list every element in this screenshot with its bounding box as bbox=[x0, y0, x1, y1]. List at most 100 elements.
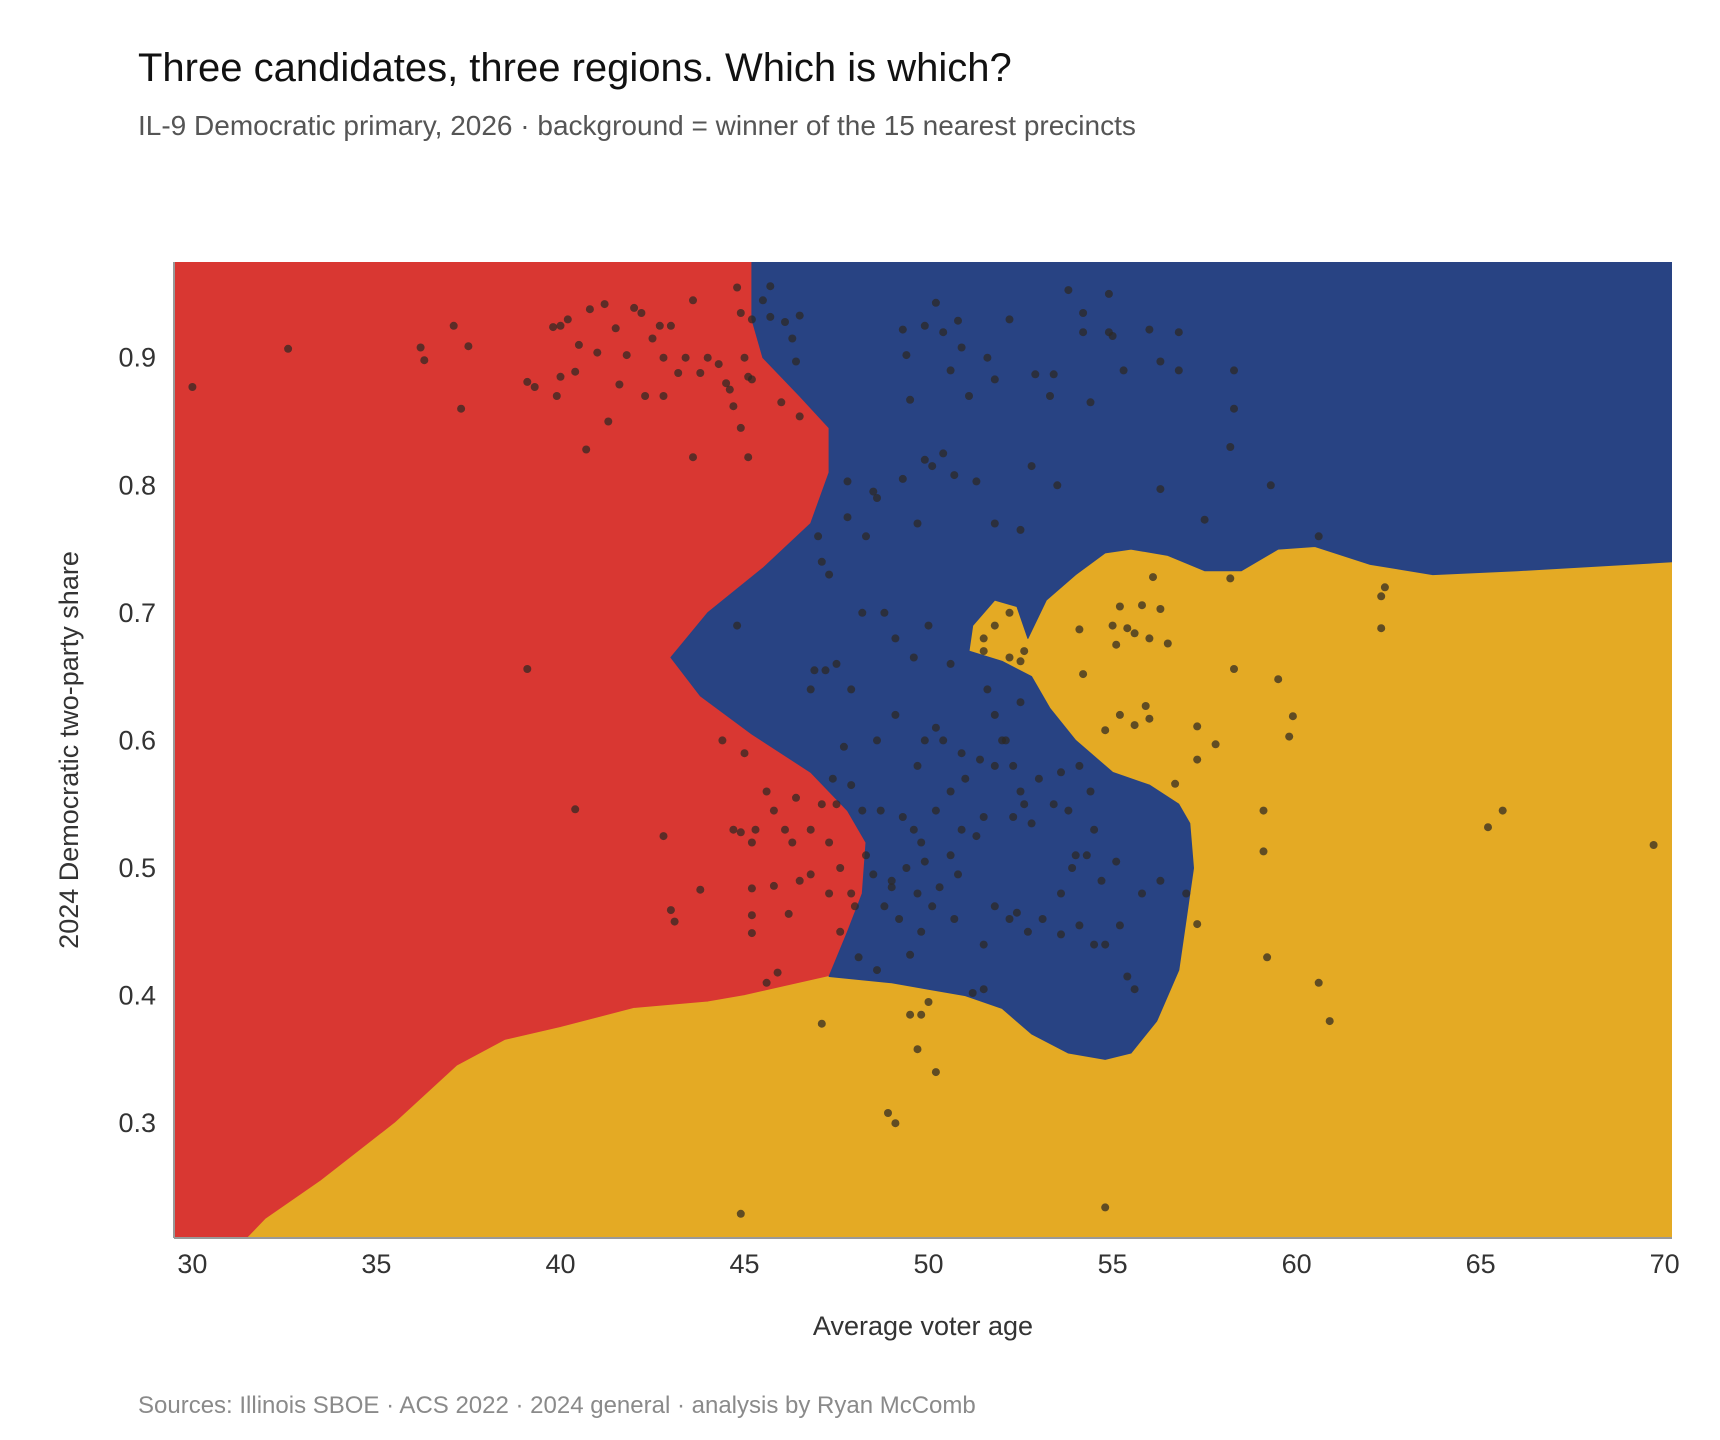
data-point bbox=[615, 380, 624, 389]
chart-title: Three candidates, three regions. Which i… bbox=[138, 46, 1012, 90]
data-point bbox=[1266, 481, 1275, 490]
data-point bbox=[1226, 443, 1235, 451]
data-point bbox=[884, 1109, 892, 1117]
y-tick-label: 0.6 bbox=[118, 725, 156, 755]
data-point bbox=[917, 838, 926, 847]
data-point bbox=[736, 309, 745, 317]
data-point bbox=[725, 385, 734, 394]
data-point bbox=[880, 902, 889, 911]
data-point bbox=[898, 813, 907, 821]
data-point bbox=[847, 685, 856, 694]
data-point bbox=[600, 300, 609, 309]
data-point bbox=[1174, 366, 1183, 375]
data-point bbox=[887, 883, 896, 892]
data-point bbox=[924, 998, 933, 1006]
data-point bbox=[1053, 481, 1062, 490]
data-point bbox=[1075, 921, 1084, 930]
data-point bbox=[549, 323, 558, 332]
data-point bbox=[954, 316, 962, 325]
data-point bbox=[1079, 309, 1088, 317]
data-point bbox=[836, 864, 845, 872]
data-point bbox=[979, 634, 988, 643]
data-point bbox=[795, 311, 804, 320]
data-point bbox=[284, 344, 293, 353]
data-point bbox=[1156, 485, 1165, 494]
data-point bbox=[1145, 634, 1154, 643]
data-point bbox=[781, 825, 789, 834]
data-point bbox=[1071, 851, 1080, 860]
data-point bbox=[1027, 462, 1036, 471]
data-point bbox=[825, 838, 834, 847]
data-point bbox=[869, 487, 878, 496]
x-axis-ticks: 30 35 40 45 50 55 60 65 70 bbox=[177, 1249, 1679, 1279]
data-point bbox=[858, 806, 867, 815]
data-point bbox=[920, 857, 929, 866]
data-point bbox=[979, 647, 988, 656]
data-point bbox=[1211, 740, 1220, 749]
data-point bbox=[873, 736, 881, 745]
data-point bbox=[773, 968, 782, 977]
y-axis-ticks: 0.3 0.4 0.5 0.6 0.7 0.8 0.9 bbox=[118, 343, 156, 1138]
data-point bbox=[983, 685, 992, 694]
data-point bbox=[913, 519, 922, 528]
data-point bbox=[729, 825, 738, 834]
data-point bbox=[832, 659, 841, 668]
data-point bbox=[954, 870, 962, 879]
data-point bbox=[913, 761, 922, 770]
data-point bbox=[1156, 876, 1165, 885]
data-point bbox=[847, 889, 856, 898]
data-point bbox=[523, 665, 532, 673]
chart-source: Sources: Illinois SBOE · ACS 2022 · 2024… bbox=[138, 1392, 976, 1419]
data-point bbox=[817, 800, 826, 809]
data-point bbox=[913, 889, 922, 898]
data-point bbox=[696, 885, 705, 894]
data-point bbox=[464, 342, 473, 351]
data-point bbox=[939, 328, 948, 337]
y-tick-label: 0.4 bbox=[118, 981, 156, 1011]
data-point bbox=[939, 736, 948, 745]
data-point bbox=[1259, 847, 1268, 856]
data-point bbox=[1145, 714, 1154, 723]
data-point bbox=[1005, 608, 1014, 617]
data-point bbox=[666, 906, 675, 915]
data-point bbox=[1064, 286, 1073, 295]
data-point bbox=[850, 902, 859, 911]
data-point bbox=[681, 353, 690, 362]
data-point bbox=[1115, 710, 1124, 719]
data-point bbox=[828, 774, 837, 783]
data-point bbox=[556, 372, 565, 381]
data-point bbox=[1325, 1017, 1334, 1026]
data-point bbox=[689, 453, 697, 462]
data-point bbox=[825, 570, 834, 579]
data-point bbox=[722, 379, 731, 388]
data-point bbox=[416, 343, 425, 352]
data-point bbox=[895, 915, 904, 923]
data-point bbox=[1314, 978, 1323, 987]
data-point bbox=[902, 351, 911, 360]
data-point bbox=[1171, 779, 1180, 788]
data-point bbox=[769, 881, 778, 890]
data-point bbox=[670, 917, 679, 926]
data-point bbox=[648, 334, 657, 343]
data-point bbox=[1020, 800, 1029, 809]
data-point bbox=[792, 793, 800, 802]
data-point bbox=[880, 608, 889, 617]
data-point bbox=[585, 305, 594, 314]
data-point bbox=[1104, 289, 1113, 298]
data-point bbox=[703, 353, 712, 362]
data-point bbox=[1038, 915, 1047, 923]
x-axis-title: Average voter age bbox=[813, 1311, 1033, 1341]
data-point bbox=[1046, 392, 1054, 400]
data-point bbox=[854, 953, 863, 962]
data-point bbox=[968, 989, 977, 997]
data-point bbox=[1090, 940, 1099, 949]
data-point bbox=[1649, 841, 1658, 849]
data-point bbox=[906, 950, 915, 959]
data-point bbox=[909, 653, 918, 662]
x-tick-label: 40 bbox=[545, 1249, 575, 1279]
data-point bbox=[689, 296, 697, 305]
data-point bbox=[718, 736, 727, 745]
data-point bbox=[817, 557, 826, 566]
data-point bbox=[574, 340, 583, 349]
data-point bbox=[990, 519, 999, 528]
